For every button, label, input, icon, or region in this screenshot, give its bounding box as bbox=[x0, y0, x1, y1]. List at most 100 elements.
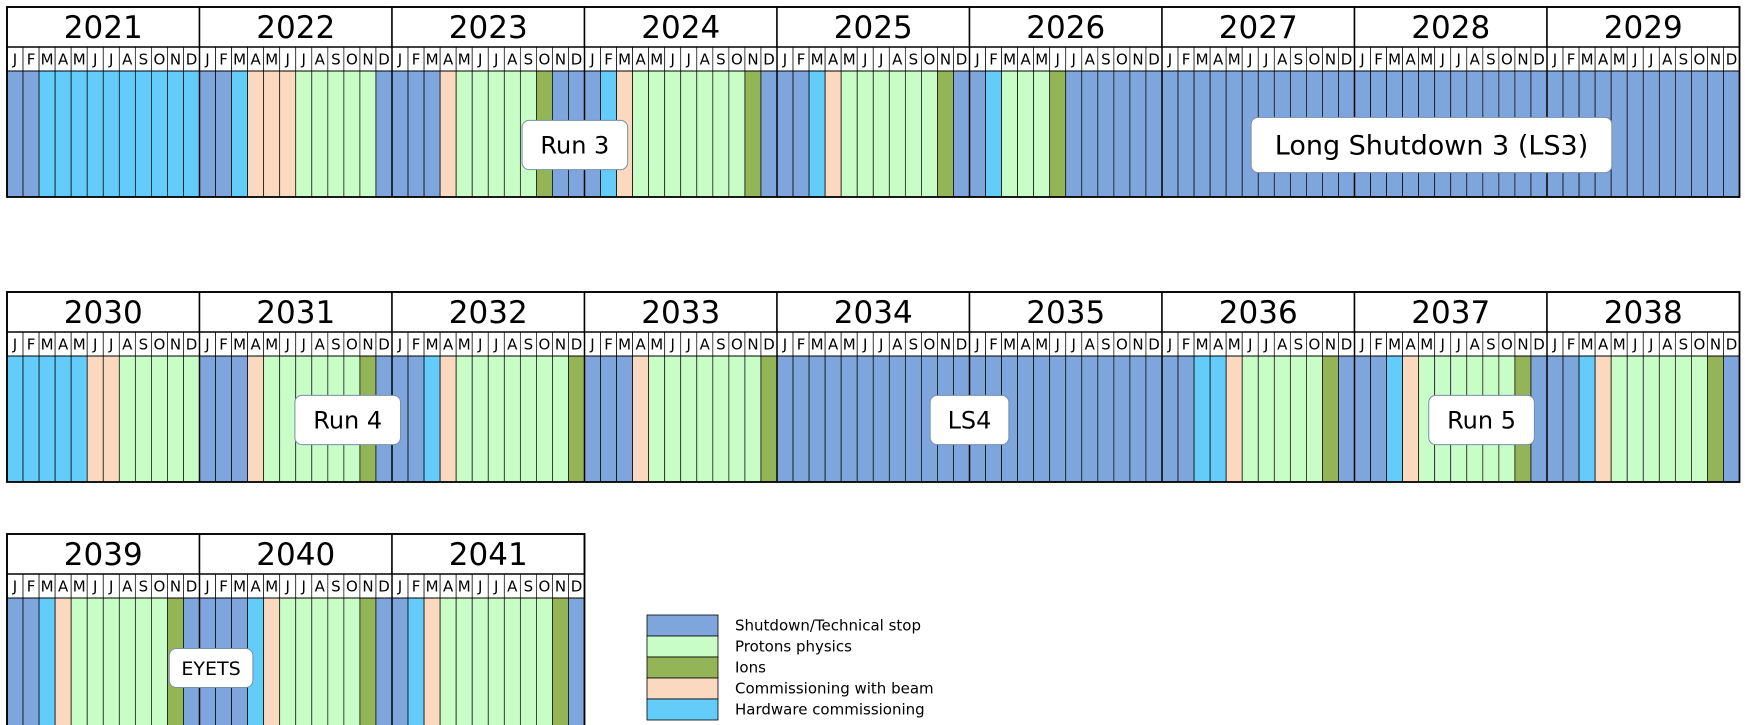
month-label: F bbox=[27, 578, 36, 596]
year-header-cell bbox=[968, 6, 1163, 48]
callout-box bbox=[1250, 116, 1613, 174]
month-label: S bbox=[524, 51, 534, 69]
legend-item: Hardware commissioning bbox=[646, 698, 925, 721]
month-cell bbox=[134, 597, 152, 725]
month-label: S bbox=[909, 336, 919, 354]
year-header-cell bbox=[391, 291, 586, 333]
month-label: M bbox=[1003, 51, 1016, 69]
month-label: O bbox=[1308, 51, 1320, 69]
month-cell bbox=[1642, 355, 1660, 483]
month-label: A bbox=[507, 51, 518, 69]
month-cell bbox=[1033, 70, 1051, 198]
month-cell bbox=[263, 355, 281, 483]
month-cell bbox=[391, 597, 409, 725]
month-label: J bbox=[493, 51, 498, 69]
month-label: S bbox=[1679, 51, 1689, 69]
month-cell bbox=[247, 70, 265, 198]
month-label: F bbox=[1182, 336, 1191, 354]
month-label: N bbox=[1710, 336, 1721, 354]
month-cell bbox=[343, 70, 361, 198]
month-cell bbox=[888, 70, 906, 198]
month-cell bbox=[1017, 70, 1035, 198]
month-label: J bbox=[1247, 336, 1252, 354]
month-cell bbox=[134, 70, 152, 198]
month-cell bbox=[487, 70, 505, 198]
month-cell bbox=[359, 70, 377, 198]
month-cell bbox=[1065, 70, 1083, 198]
month-label: J bbox=[301, 336, 306, 354]
month-cell bbox=[872, 70, 890, 198]
month-label: J bbox=[477, 336, 482, 354]
month-cell bbox=[423, 355, 441, 483]
legend-label: Shutdown/Technical stop bbox=[735, 617, 921, 635]
month-label: O bbox=[1501, 336, 1513, 354]
month-label: M bbox=[1613, 336, 1626, 354]
month-cell bbox=[407, 70, 425, 198]
month-label: A bbox=[1213, 336, 1224, 354]
month-cell bbox=[1209, 70, 1227, 198]
month-cell bbox=[680, 355, 698, 483]
month-label: M bbox=[458, 51, 471, 69]
month-cell bbox=[1097, 70, 1115, 198]
month-label: M bbox=[1228, 336, 1241, 354]
month-label: M bbox=[233, 578, 246, 596]
month-cell bbox=[808, 355, 826, 483]
month-cell bbox=[1594, 355, 1612, 483]
month-label: O bbox=[346, 336, 358, 354]
month-label: J bbox=[670, 51, 675, 69]
month-label: M bbox=[1420, 51, 1433, 69]
month-cell bbox=[1001, 70, 1018, 198]
year-label: 2031 bbox=[256, 295, 335, 331]
month-cell bbox=[70, 70, 88, 198]
month-label: F bbox=[604, 336, 613, 354]
month-cell bbox=[1081, 355, 1099, 483]
month-cell bbox=[696, 70, 714, 198]
month-label: J bbox=[285, 336, 290, 354]
month-cell bbox=[824, 70, 842, 198]
month-label: O bbox=[731, 51, 743, 69]
month-label: A bbox=[315, 336, 326, 354]
month-label: D bbox=[571, 51, 583, 69]
month-cell bbox=[118, 597, 136, 725]
month-label: J bbox=[1648, 336, 1653, 354]
month-label: J bbox=[1055, 336, 1060, 354]
month-label: J bbox=[108, 578, 113, 596]
month-label: M bbox=[1581, 336, 1594, 354]
month-cell bbox=[295, 70, 313, 198]
year-header-cell bbox=[6, 6, 201, 48]
month-label: O bbox=[1308, 336, 1320, 354]
month-label: J bbox=[1071, 336, 1076, 354]
month-label: M bbox=[73, 51, 86, 69]
month-label: A bbox=[251, 51, 262, 69]
month-label: A bbox=[58, 336, 69, 354]
month-label: A bbox=[122, 336, 133, 354]
month-label: J bbox=[1167, 336, 1172, 354]
month-label: J bbox=[1167, 51, 1172, 69]
legend-label: Hardware commissioning bbox=[735, 701, 925, 719]
month-label: J bbox=[1359, 51, 1364, 69]
month-label: O bbox=[346, 578, 358, 596]
month-label: N bbox=[747, 51, 758, 69]
month-label: N bbox=[747, 336, 758, 354]
month-cell bbox=[1225, 70, 1243, 198]
month-label: F bbox=[1567, 51, 1576, 69]
month-cell bbox=[231, 355, 248, 483]
month-label: N bbox=[1710, 51, 1721, 69]
month-cell bbox=[760, 70, 778, 198]
legend-swatch bbox=[646, 677, 719, 700]
month-cell bbox=[375, 597, 393, 725]
phase-callout: Run 3 bbox=[521, 119, 629, 171]
month-label: A bbox=[828, 51, 839, 69]
month-cell bbox=[487, 355, 505, 483]
month-label: M bbox=[1003, 336, 1016, 354]
month-label: A bbox=[892, 51, 903, 69]
month-cell bbox=[921, 70, 938, 198]
month-label: N bbox=[362, 336, 373, 354]
month-cell bbox=[1161, 70, 1179, 198]
month-cell bbox=[1177, 355, 1195, 483]
month-label: J bbox=[301, 578, 306, 596]
month-cell bbox=[295, 597, 313, 725]
year-label: 2039 bbox=[64, 537, 143, 573]
